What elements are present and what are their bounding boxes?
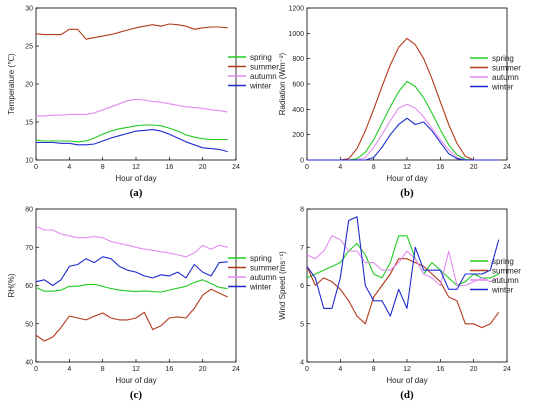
y-axis-label: RH(%) (7, 273, 16, 297)
legend-label-spring: spring (250, 254, 272, 263)
y-tick-label: 5 (300, 321, 304, 328)
x-tick-label: 16 (436, 164, 444, 171)
x-tick-label: 24 (503, 164, 511, 171)
x-tick-label: 4 (67, 164, 71, 171)
y-tick-label: 80 (25, 207, 33, 214)
panel-label-a: (a) (130, 187, 143, 199)
panel-label-c: (c) (130, 389, 143, 401)
series-line-autumn (306, 235, 499, 287)
series-line-winter (306, 216, 500, 317)
x-tick-label: 20 (470, 164, 478, 171)
x-tick-label: 0 (305, 366, 309, 373)
series-line-autumn (35, 225, 228, 258)
panel-label-b: (b) (400, 187, 414, 199)
y-tick-label: 600 (292, 82, 304, 89)
legend-label-summer: summer (250, 63, 279, 72)
x-tick-label: 16 (436, 366, 444, 373)
series-line-summer (35, 23, 228, 40)
x-axis-label: Hour of day (115, 174, 156, 183)
y-tick-label: 400 (292, 107, 304, 114)
series-line-autumn (36, 98, 228, 117)
x-axis-label: Hour of day (386, 174, 427, 183)
series-line-spring (35, 124, 228, 143)
x-tick-label: 12 (132, 366, 140, 373)
x-tick-label: 24 (232, 164, 240, 171)
legend-label-spring: spring (492, 257, 514, 266)
legend-label-spring: spring (492, 54, 514, 63)
y-tick-label: 25 (25, 44, 33, 51)
legend-label-winter: winter (491, 83, 514, 92)
y-tick-label: 6 (300, 283, 304, 290)
plot-frame-b (306, 7, 508, 161)
y-tick-label: 15 (25, 120, 33, 127)
y-tick-label: 60 (25, 283, 33, 290)
y-axis-label: Temperature (℃) (7, 53, 16, 115)
series-line-summer (307, 37, 499, 161)
series-line-autumn (307, 103, 499, 161)
y-tick-label: 1000 (288, 31, 304, 38)
legend-label-autumn: autumn (250, 273, 277, 282)
panel-label-d: (d) (400, 389, 414, 401)
y-tick-label: 0 (300, 158, 304, 165)
series-line-winter (36, 129, 228, 153)
y-axis-label: Wind Speed (ms⁻¹) (278, 251, 287, 320)
x-tick-label: 12 (132, 164, 140, 171)
legend-label-autumn: autumn (492, 276, 519, 285)
x-tick-label: 4 (338, 366, 342, 373)
x-tick-label: 8 (372, 366, 376, 373)
y-tick-label: 200 (292, 132, 304, 139)
y-tick-label: 50 (25, 321, 33, 328)
y-tick-label: 800 (292, 56, 304, 63)
x-tick-label: 4 (338, 164, 342, 171)
x-tick-label: 12 (403, 366, 411, 373)
x-tick-label: 20 (199, 164, 207, 171)
y-axis-label: Radiation (Wm⁻²) (278, 52, 287, 115)
legend-label-summer: summer (492, 267, 521, 276)
series-line-summer (306, 258, 500, 329)
y-tick-label: 40 (25, 360, 33, 367)
y-tick-label: 30 (25, 6, 33, 13)
x-tick-label: 0 (34, 366, 38, 373)
legend-label-autumn: autumn (250, 72, 277, 81)
x-tick-label: 8 (101, 164, 105, 171)
x-tick-label: 24 (232, 366, 240, 373)
x-tick-label: 0 (305, 164, 309, 171)
plot-frame-c (35, 208, 237, 363)
y-tick-label: 4 (300, 360, 304, 367)
x-tick-label: 16 (165, 164, 173, 171)
series-line-spring (35, 279, 228, 293)
series-line-winter (35, 256, 228, 287)
x-tick-label: 8 (372, 164, 376, 171)
y-tick-label: 10 (25, 158, 33, 165)
x-tick-label: 16 (165, 366, 173, 373)
x-tick-label: 20 (470, 366, 478, 373)
legend-label-autumn: autumn (492, 73, 519, 82)
legend-label-winter: winter (491, 286, 514, 295)
y-tick-label: 1200 (288, 6, 304, 13)
y-tick-label: 7 (300, 245, 304, 252)
legend-label-winter: winter (249, 82, 272, 91)
legend-label-spring: spring (250, 53, 272, 62)
legend-label-summer: summer (250, 264, 279, 273)
x-tick-label: 12 (403, 164, 411, 171)
y-tick-label: 20 (25, 82, 33, 89)
plot-frame-d (306, 208, 508, 363)
series-line-spring (306, 235, 499, 287)
y-tick-label: 8 (300, 207, 304, 214)
legend-label-summer: summer (492, 64, 521, 73)
x-tick-label: 20 (199, 366, 207, 373)
legend-label-winter: winter (249, 283, 272, 292)
series-line-summer (35, 288, 228, 342)
y-tick-label: 70 (25, 245, 33, 252)
x-axis-label: Hour of day (115, 376, 156, 385)
x-tick-label: 4 (67, 366, 71, 373)
x-tick-label: 0 (34, 164, 38, 171)
x-tick-label: 24 (503, 366, 511, 373)
x-axis-label: Hour of day (386, 376, 427, 385)
series-line-winter (307, 117, 499, 161)
x-tick-label: 8 (101, 366, 105, 373)
